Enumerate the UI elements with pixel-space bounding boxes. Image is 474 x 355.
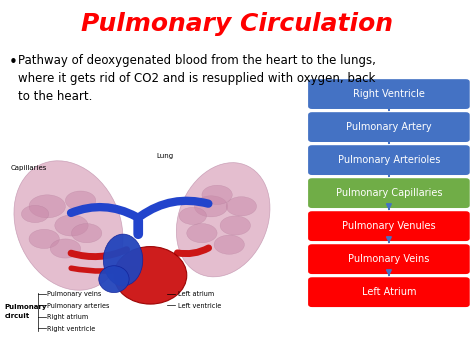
Text: Pulmonary: Pulmonary [5,304,47,310]
Text: Right atrium: Right atrium [47,315,89,321]
Ellipse shape [176,163,270,277]
Text: Pulmonary veins: Pulmonary veins [47,291,101,297]
Text: Right ventricle: Right ventricle [47,326,95,332]
Text: Capillaries: Capillaries [11,165,47,171]
FancyArrowPatch shape [71,207,136,217]
Text: Pulmonary Artery: Pulmonary Artery [346,122,432,132]
Text: Lung: Lung [156,153,173,159]
Text: Pulmonary Venules: Pulmonary Venules [342,221,436,231]
Ellipse shape [114,247,187,304]
Text: Pathway of deoxygenated blood from the heart to the lungs,
where it gets rid of : Pathway of deoxygenated blood from the h… [18,54,376,103]
Text: Left Atrium: Left Atrium [362,287,416,297]
Text: Right Ventricle: Right Ventricle [353,89,425,99]
Circle shape [29,195,65,218]
Circle shape [21,205,49,223]
Ellipse shape [103,234,143,286]
Circle shape [214,235,245,254]
FancyBboxPatch shape [308,145,470,175]
FancyArrowPatch shape [71,268,136,271]
FancyArrowPatch shape [140,201,209,216]
Text: Pulmonary Arterioles: Pulmonary Arterioles [338,155,440,165]
Circle shape [55,215,88,236]
Text: circuit: circuit [5,313,30,320]
Text: Left ventricle: Left ventricle [178,303,221,309]
Circle shape [72,224,102,243]
FancyArrowPatch shape [177,248,209,254]
FancyBboxPatch shape [308,79,470,109]
Circle shape [194,196,228,217]
Text: •: • [9,55,18,70]
Circle shape [220,216,250,235]
FancyBboxPatch shape [308,277,470,307]
Circle shape [50,239,81,258]
FancyArrowPatch shape [71,250,127,257]
Circle shape [65,191,96,210]
Text: Pulmonary Circulation: Pulmonary Circulation [81,12,393,37]
Text: Pulmonary arteries: Pulmonary arteries [47,303,109,309]
Circle shape [187,224,217,243]
Circle shape [179,207,207,224]
FancyBboxPatch shape [308,112,470,142]
Circle shape [29,229,59,248]
Ellipse shape [14,161,123,290]
FancyBboxPatch shape [308,211,470,241]
Text: Left atrium: Left atrium [178,291,214,297]
Text: Pulmonary Capillaries: Pulmonary Capillaries [336,188,442,198]
Circle shape [226,197,256,216]
FancyBboxPatch shape [308,244,470,274]
Ellipse shape [99,266,129,293]
Text: Pulmonary Veins: Pulmonary Veins [348,254,429,264]
FancyBboxPatch shape [308,178,470,208]
Circle shape [202,185,232,204]
